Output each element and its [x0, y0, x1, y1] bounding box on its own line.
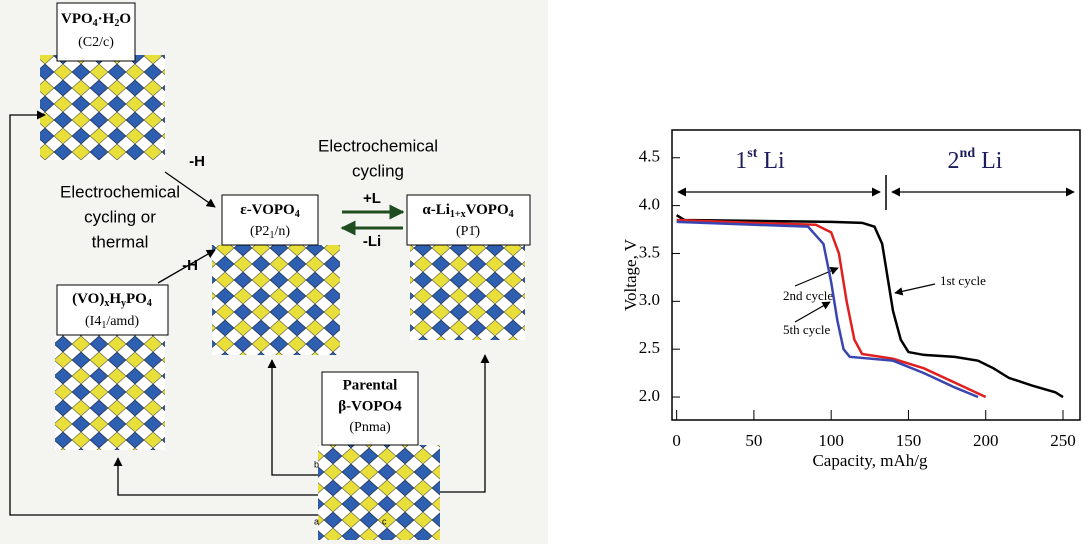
axis-letter: a — [314, 516, 319, 526]
x-tick-label: 100 — [818, 431, 844, 450]
series-label: 5th cycle — [783, 322, 831, 337]
x-axis-label: Capacity, mAh/g — [812, 451, 928, 470]
y-axis-label: Voltage, V — [621, 238, 640, 311]
note: cycling — [352, 161, 404, 180]
axis-letter: b — [314, 459, 319, 469]
crystal-structure — [410, 245, 525, 340]
x-tick-label: 250 — [1050, 431, 1076, 450]
x-tick-label: 200 — [973, 431, 999, 450]
node-label: (VO)xHyPO4 — [72, 291, 152, 309]
node-label: ε-VOPO4 — [240, 202, 299, 220]
crystal-structure — [40, 55, 165, 160]
y-tick-label: 2.0 — [639, 386, 660, 405]
series-label: 1st cycle — [940, 273, 986, 288]
annotation: 2nd Li — [948, 146, 1003, 173]
node-label: α-Li1+xVOPO4 — [422, 202, 513, 220]
x-tick-label: 150 — [896, 431, 922, 450]
series-label: 2nd cycle — [783, 288, 833, 303]
y-tick-label: 3.0 — [639, 290, 660, 309]
reaction-label: -H — [189, 153, 205, 170]
node-group: (Pnma) — [349, 420, 391, 435]
y-tick-label: 3.5 — [639, 242, 660, 261]
annotation-part: st — [747, 146, 757, 161]
reaction-label: +L — [363, 190, 381, 207]
crystal-structure — [212, 245, 340, 355]
annotation-part: Li — [975, 148, 1003, 174]
node-label: β-VOPO4 — [338, 398, 402, 414]
y-tick-label: 4.0 — [639, 195, 660, 214]
crystal-structure — [318, 445, 440, 540]
diagram: VPO4·H2O (C2/c) ε-VOPO4 (P21/n) α-Li1+xV… — [0, 0, 548, 544]
annotation-part: 2 — [948, 148, 960, 174]
crystal-structure — [55, 335, 165, 450]
node-group: (I41/amd) — [85, 314, 139, 331]
figure: VPO4·H2O (C2/c) ε-VOPO4 (P21/n) α-Li1+xV… — [0, 0, 1083, 544]
note: thermal — [92, 232, 149, 251]
x-tick-label: 0 — [672, 431, 681, 450]
y-tick-label: 4.5 — [639, 147, 660, 166]
x-tick-label: 50 — [745, 431, 762, 450]
reaction-label: -H — [182, 257, 198, 274]
note: cycling or — [84, 207, 156, 226]
note: Electrochemical — [60, 182, 180, 201]
note: Electrochemical — [318, 136, 438, 155]
page: {"diagram": { "nodes": [ {"lines": [["VP… — [0, 0, 1083, 544]
chart: Voltage, V Capacity, mAh/g 0 50 100 150 200 2… — [621, 130, 1080, 470]
axis-letter: c — [382, 516, 387, 526]
annotation-part: 1 — [735, 148, 747, 174]
reaction-label: -Li — [363, 233, 381, 250]
annotation-part: nd — [960, 146, 976, 161]
y-tick-label: 2.5 — [639, 338, 660, 357]
annotation-part: Li — [757, 148, 785, 174]
plot-frame — [672, 130, 1080, 420]
node-group: (P1̄) — [456, 224, 480, 239]
node-label: Parental — [343, 377, 398, 393]
annotation: 1st Li — [735, 146, 785, 173]
node-group: (C2/c) — [78, 35, 114, 50]
